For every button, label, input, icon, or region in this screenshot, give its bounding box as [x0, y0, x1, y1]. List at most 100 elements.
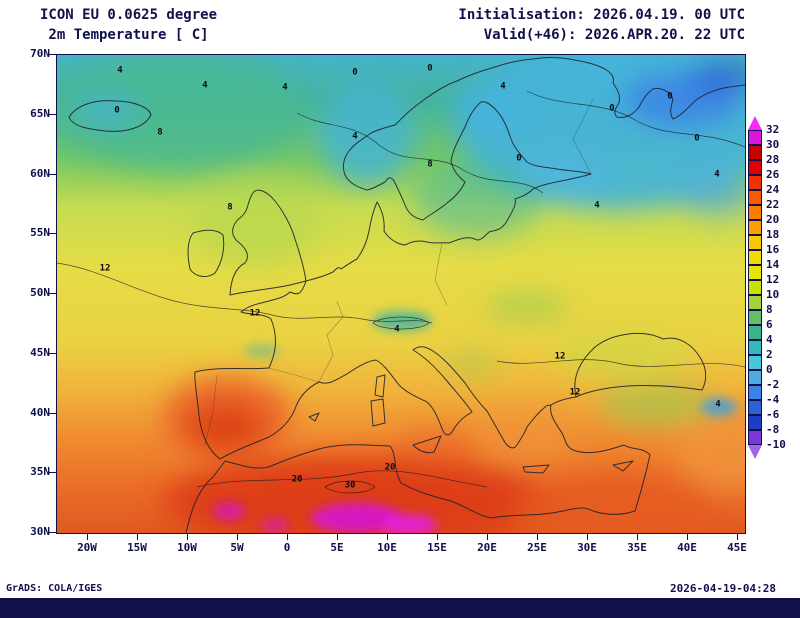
lon-tick: [187, 534, 188, 540]
lon-tick-label: 10E: [377, 541, 397, 554]
contour-label: 20: [291, 474, 303, 485]
colorbar-cell: [748, 190, 762, 205]
lat-tick: [49, 412, 56, 414]
lon-tick-label: 0: [283, 541, 291, 554]
contour-label: 4: [282, 82, 288, 93]
lon-tick-label: 45E: [727, 541, 747, 554]
lon-tick-label: 40E: [677, 541, 697, 554]
colorbar-tick-label: -10: [766, 438, 786, 451]
lon-tick-label: 15E: [427, 541, 447, 554]
lat-tick-label: 55N: [30, 226, 50, 240]
contour-label: 4: [202, 80, 208, 91]
lon-tick: [387, 534, 388, 540]
lon-tick: [287, 534, 288, 540]
lon-tick: [87, 534, 88, 540]
lon-tick-label: 5E: [330, 541, 344, 554]
creation-timestamp: 2026-04-19-04:28: [670, 582, 776, 595]
colorbar-tick-label: 22: [766, 198, 780, 211]
lon-tick: [537, 534, 538, 540]
coastlines: [68, 57, 745, 533]
initialisation-time: Initialisation: 2026.04.19. 00 UTC: [458, 7, 745, 23]
colorbar-tick-label: 20: [766, 213, 780, 226]
colorbar-cell: [748, 130, 762, 145]
contour-label: 4: [714, 169, 720, 179]
lon-tick: [587, 534, 588, 540]
contour-lines: [57, 90, 745, 494]
contour-label: 12: [99, 263, 111, 274]
colorbar-tick-label: -4: [766, 393, 780, 406]
lon-tick-label: 15W: [127, 541, 147, 554]
contour-label: 0: [516, 153, 522, 164]
lon-tick: [237, 534, 238, 540]
temperature-anomaly-blobs: [57, 55, 745, 533]
contour-label: 12: [554, 351, 566, 362]
contour-label: 0: [694, 133, 700, 144]
lon-tick-label: 10W: [177, 541, 197, 554]
colorbar-cell: [748, 355, 762, 370]
lon-tick: [637, 534, 638, 540]
lat-tick: [49, 472, 56, 474]
lat-tick: [49, 113, 56, 115]
colorbar-cell: [748, 250, 762, 265]
contour-label: 4: [500, 81, 506, 92]
colorbar-tick-label: 14: [766, 258, 780, 271]
lon-tick-label: 20W: [77, 541, 97, 554]
contour-label: 4: [394, 324, 400, 335]
contour-label: 30: [344, 480, 356, 491]
lon-tick-label: 35E: [627, 541, 647, 554]
lon-tick: [337, 534, 338, 540]
colorbar-tick-label: 0: [766, 363, 773, 376]
contour-label: 20: [384, 462, 396, 473]
colorbar-tick-label: 2: [766, 348, 773, 361]
colorbar-tick-label: 8: [766, 303, 773, 316]
colorbar-cell: [748, 160, 762, 175]
colorbar-cell: [748, 445, 762, 459]
contour-label: 12: [569, 387, 581, 398]
contour-label: 4: [352, 131, 358, 142]
colorbar-tick-label: 28: [766, 153, 780, 166]
lat-tick-label: 40N: [30, 405, 50, 419]
lat-tick-label: 45N: [30, 345, 50, 359]
colorbar-tick-label: 26: [766, 168, 780, 181]
lat-tick: [49, 173, 56, 175]
colorbar-cell: [748, 430, 762, 445]
contour-label: 4: [715, 399, 721, 410]
valid-time: Valid(+46): 2026.APR.20. 22 UTC: [483, 27, 745, 43]
bottom-bar: [0, 598, 800, 618]
colorbar-cell: [748, 116, 762, 130]
colorbar-cell: [748, 205, 762, 220]
country-borders: [204, 98, 594, 446]
temperature-anomaly-spots: [213, 311, 737, 533]
colorbar-cell: [748, 265, 762, 280]
temperature-field-svg: [57, 55, 745, 533]
lon-tick: [137, 534, 138, 540]
lat-tick-label: 70N: [30, 47, 50, 60]
colorbar-tick-label: 32: [766, 123, 780, 136]
colorbar-tick-label: 18: [766, 228, 780, 241]
colorbar-cell: [748, 310, 762, 325]
grads-credit: GrADS: COLA/IGES: [6, 583, 103, 594]
colorbar-cell: [748, 175, 762, 190]
colorbar-tick-label: -2: [766, 378, 780, 391]
lat-tick-label: 65N: [30, 106, 50, 120]
lat-tick-label: 30N: [30, 525, 50, 538]
contour-label: 12: [249, 308, 261, 319]
lat-tick-label: 60N: [30, 166, 50, 180]
contour-label: 0: [114, 105, 120, 116]
variable-title: 2m Temperature [ C]: [40, 27, 209, 43]
colorbar-cell: [748, 220, 762, 235]
colorbar-cell: [748, 385, 762, 400]
lat-tick-label: 50N: [30, 286, 50, 299]
colorbar-cell: [748, 295, 762, 310]
colorbar-tick-label: -6: [766, 408, 780, 421]
contour-label: 4: [594, 200, 600, 211]
lon-tick: [737, 534, 738, 540]
colorbar-cell: [748, 235, 762, 250]
colorbar-tick-label: 12: [766, 273, 780, 286]
contour-label: 0: [667, 91, 673, 102]
lon-tick-label: 5W: [230, 541, 244, 554]
lon-tick-label: 25E: [527, 541, 547, 554]
colorbar-cell: [748, 400, 762, 415]
contour-label: 0: [427, 63, 433, 74]
